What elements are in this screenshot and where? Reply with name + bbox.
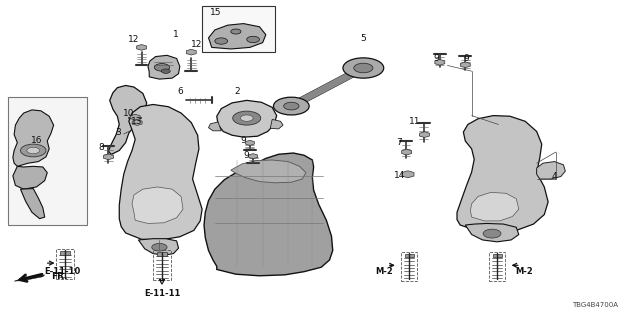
- Circle shape: [233, 111, 260, 125]
- Polygon shape: [217, 100, 276, 137]
- Text: 9: 9: [244, 151, 250, 160]
- Bar: [60, 251, 70, 255]
- Polygon shape: [13, 166, 47, 189]
- Text: 14: 14: [394, 172, 405, 180]
- Bar: [202, 6, 275, 52]
- Polygon shape: [204, 153, 333, 276]
- Text: 9: 9: [464, 54, 469, 63]
- Text: 11: 11: [408, 117, 420, 126]
- Polygon shape: [420, 132, 429, 138]
- Circle shape: [27, 147, 40, 154]
- Text: E-11-10: E-11-10: [44, 267, 81, 276]
- Text: 3: 3: [115, 128, 121, 137]
- Text: 10: 10: [123, 108, 134, 117]
- Text: 8: 8: [99, 143, 104, 152]
- Circle shape: [154, 64, 170, 71]
- Polygon shape: [435, 60, 445, 65]
- Polygon shape: [108, 85, 147, 154]
- Text: 2: 2: [234, 87, 240, 96]
- Circle shape: [284, 102, 299, 110]
- Polygon shape: [537, 162, 565, 179]
- Circle shape: [231, 29, 241, 34]
- Polygon shape: [465, 223, 519, 242]
- Circle shape: [241, 115, 253, 121]
- Circle shape: [246, 36, 259, 43]
- Polygon shape: [148, 55, 180, 79]
- Text: FR.: FR.: [51, 272, 68, 281]
- Circle shape: [215, 38, 228, 44]
- Polygon shape: [119, 105, 202, 240]
- Text: 4: 4: [552, 172, 557, 181]
- Polygon shape: [402, 171, 414, 178]
- Circle shape: [20, 144, 46, 157]
- Polygon shape: [249, 154, 257, 159]
- Bar: [493, 253, 502, 257]
- Text: 5: 5: [360, 34, 365, 43]
- Bar: [157, 252, 167, 256]
- Polygon shape: [460, 62, 470, 68]
- Polygon shape: [470, 192, 519, 221]
- Circle shape: [343, 58, 384, 78]
- Bar: [404, 253, 413, 257]
- Text: M-2: M-2: [375, 267, 392, 276]
- Polygon shape: [209, 24, 266, 49]
- Polygon shape: [402, 149, 412, 155]
- Text: 6: 6: [177, 87, 182, 96]
- Polygon shape: [20, 188, 45, 219]
- Polygon shape: [136, 44, 147, 50]
- Circle shape: [152, 244, 167, 251]
- Bar: [56, 249, 74, 279]
- Text: 7: 7: [396, 138, 402, 147]
- Polygon shape: [231, 160, 306, 183]
- Text: E-11-11: E-11-11: [144, 289, 180, 298]
- Bar: [401, 252, 417, 281]
- Polygon shape: [13, 110, 54, 166]
- Bar: [8, 97, 88, 225]
- Text: 15: 15: [210, 8, 221, 17]
- Polygon shape: [138, 239, 179, 255]
- Polygon shape: [186, 49, 196, 55]
- Polygon shape: [246, 140, 254, 145]
- Text: 16: 16: [31, 136, 43, 146]
- Polygon shape: [209, 122, 221, 131]
- Circle shape: [273, 97, 309, 115]
- Polygon shape: [14, 275, 45, 281]
- Text: 13: 13: [131, 117, 143, 126]
- Polygon shape: [104, 154, 113, 160]
- Polygon shape: [130, 114, 140, 120]
- Text: 12: 12: [191, 40, 203, 49]
- Text: M-2: M-2: [515, 267, 532, 276]
- Circle shape: [354, 63, 373, 73]
- Circle shape: [161, 69, 170, 73]
- Polygon shape: [132, 120, 142, 125]
- Bar: [153, 250, 171, 280]
- Circle shape: [483, 229, 501, 238]
- Polygon shape: [457, 116, 548, 232]
- Text: 9: 9: [241, 136, 246, 146]
- Polygon shape: [132, 187, 183, 223]
- Text: 1: 1: [173, 29, 179, 39]
- Text: 9: 9: [433, 54, 439, 63]
- Bar: [489, 252, 505, 281]
- Text: TBG4B4700A: TBG4B4700A: [572, 302, 618, 308]
- Text: 12: 12: [127, 35, 139, 44]
- Polygon shape: [270, 119, 283, 129]
